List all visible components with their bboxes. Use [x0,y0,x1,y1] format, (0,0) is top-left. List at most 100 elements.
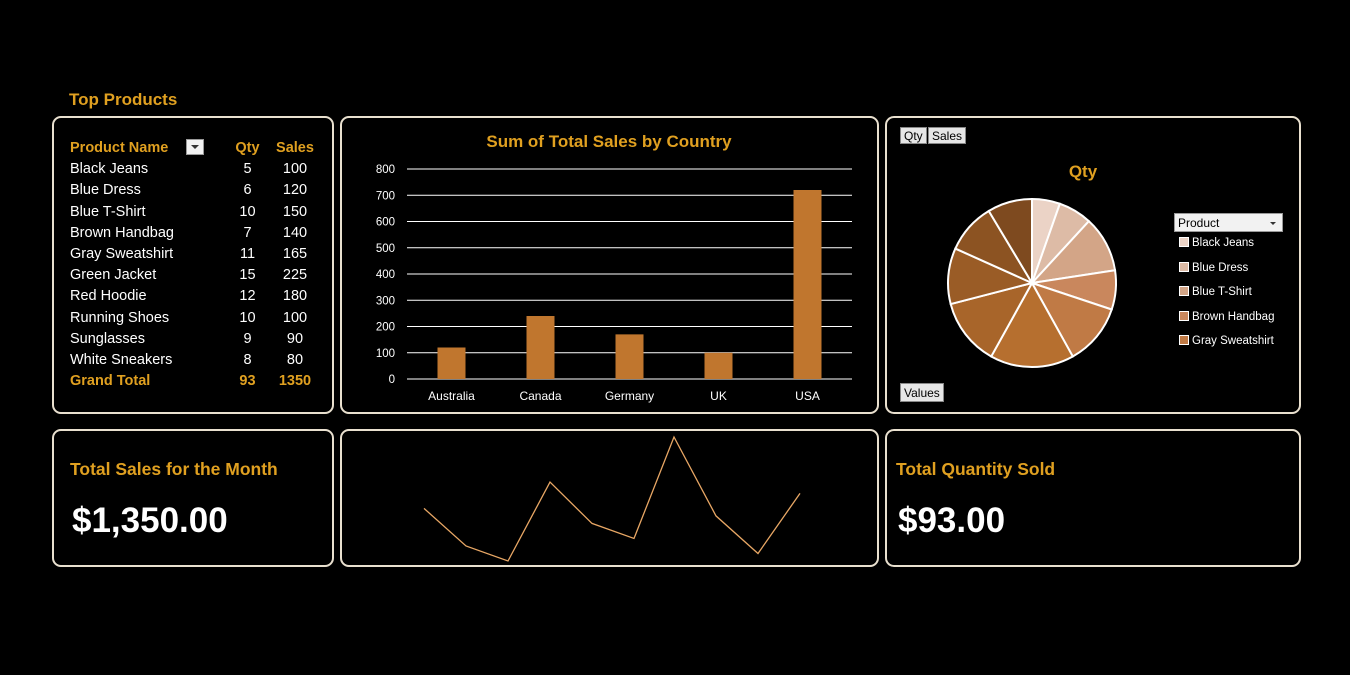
sales-cell: 90 [286,330,304,347]
sales-cell: 180 [282,288,308,305]
pie-slice [1029,281,1113,358]
sales-field-button[interactable]: Sales [928,127,967,144]
product-name-cell: Green Jacket [70,267,157,284]
grand-total-row: Grand Total 93 1350 [70,371,320,392]
x-tick-label: Canada [519,389,561,403]
total-quantity-value: $93.00 [898,501,1006,540]
bar [615,334,644,379]
pie-chart-title: Qty [1068,162,1098,181]
product-name-cell: Red Hoodie [70,288,147,305]
legend-item: Brown Handbag [1179,310,1275,323]
legend-item: Gray Sweatshirt [1179,335,1274,347]
total-quantity-card: Total Quantity Sold $93.00 [885,429,1301,567]
table-row: Running Shoes 10 100 [70,308,320,329]
product-name-cell: Black Jeans [70,161,149,178]
sales-cell: 165 [282,246,308,263]
top-products-title: Top Products [69,90,178,109]
qty-pie-chart [947,197,1117,368]
line-chart-panel [340,429,879,567]
qty-cell: 11 [239,246,256,263]
sales-trend-line [423,435,801,562]
qty-cell: 8 [243,352,252,369]
qty-cell: 9 [243,330,252,347]
bar-chart-title: Sum of Total Sales by Country [486,132,732,151]
table-header-row: Product Name Qty Sales [70,138,320,159]
grand-total-label: Grand Total [70,373,151,390]
table-row: Brown Handbag 7 140 [70,223,320,244]
sales-sparkline [423,435,801,562]
grand-total-qty: 93 [239,373,256,390]
total-sales-label: Total Sales for the Month [70,459,278,479]
x-tick-label: Germany [605,389,654,403]
product-name-cell: Sunglasses [70,330,145,347]
qty-cell: 5 [243,161,252,178]
qty-cell: 10 [239,309,256,326]
product-name-cell: Gray Sweatshirt [70,246,174,263]
table-row: Blue Dress 6 120 [70,180,320,201]
bar-chart-panel: Sum of Total Sales by Country 0 100 200 300 4… [340,116,879,414]
x-tick-label: Australia [428,389,475,403]
y-tick-label: 400 [376,269,395,281]
bar [793,190,822,379]
legend-label: Blue Dress [1192,261,1249,274]
table-row: Blue T-Shirt 10 150 [70,202,320,223]
total-sales-card: Total Sales for the Month $1,350.00 [52,429,334,567]
pie-slice [989,280,1075,368]
total-quantity-label: Total Quantity Sold [896,459,1056,479]
legend-item: Blue T-Shirt [1179,286,1252,298]
y-tick-label: 100 [376,348,395,360]
legend-label: Gray Sweatshirt [1192,335,1274,348]
legend-swatch [1179,236,1189,247]
legend-item: Blue Dress [1179,261,1249,274]
product-name-header: Product Name [70,138,225,159]
filter-dropdown-icon[interactable] [186,139,205,156]
pie-slice [987,197,1033,287]
qty-cell: 7 [243,224,252,241]
qty-cell: 6 [243,182,252,199]
top-products-panel: Product Name Qty Sales Black Jeans 5 100 Bl… [52,116,334,414]
sales-cell: 140 [282,224,308,241]
sales-cell: 225 [282,267,308,284]
product-name-cell: Blue T-Shirt [70,203,146,220]
legend-swatch [1179,286,1189,297]
qty-field-button[interactable]: Qty [900,127,927,144]
top-products-table: Product Name Qty Sales Black Jeans 5 100 Bl… [70,138,320,392]
bar [437,347,466,379]
legend-label: Black Jeans [1192,237,1255,249]
legend-swatch [1179,261,1189,272]
sales-cell: 100 [282,309,308,326]
qty-cell: 12 [239,288,256,305]
sales-cell: 150 [282,203,308,220]
grand-total-sales: 1350 [278,373,312,390]
product-filter-dropdown[interactable]: Product [1174,213,1283,232]
product-name-cell: White Sneakers [70,352,173,369]
sales-cell: 80 [286,352,304,369]
qty-header: Qty [235,140,260,156]
y-tick-label: 700 [376,190,395,202]
sales-cell: 120 [282,182,308,199]
product-name-cell: Running Shoes [70,309,170,326]
values-field-button[interactable]: Values [900,383,944,402]
y-tick-label: 500 [376,243,395,255]
legend-swatch [1179,335,1189,346]
y-tick-label: 200 [376,322,395,334]
sales-cell: 100 [282,161,308,178]
sales-header: Sales [276,140,314,156]
legend-item: Black Jeans [1179,236,1255,249]
legend-label: Brown Handbag [1192,310,1275,323]
table-row: Green Jacket 15 225 [70,265,320,286]
sales-by-country-chart: Sum of Total Sales by Country 0 100 200 300 4… [376,132,852,403]
table-row: Gray Sweatshirt 11 165 [70,244,320,265]
x-tick-label: USA [795,389,820,403]
table-row: White Sneakers 8 80 [70,350,320,371]
pie-chart-panel: Qty Sales Qty Product Black Jeans Blue Dr… [885,116,1301,414]
y-tick-label: 800 [376,164,395,176]
y-tick-label: 300 [376,295,395,307]
total-sales-value: $1,350.00 [72,501,228,540]
product-name-cell: Brown Handbag [70,224,174,241]
x-tick-label: UK [710,389,727,403]
product-name-cell: Blue Dress [70,182,141,199]
pie-slice [949,281,1035,358]
bar [526,316,555,379]
legend-swatch [1179,310,1189,321]
